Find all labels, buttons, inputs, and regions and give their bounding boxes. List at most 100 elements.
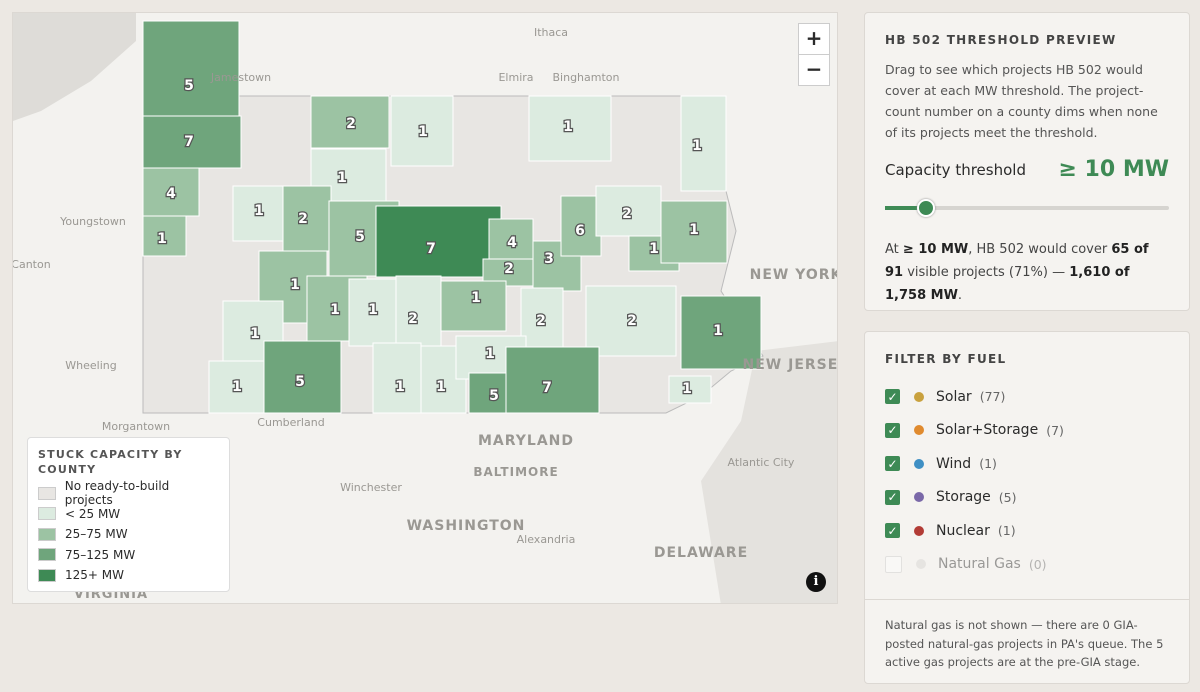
county-count: 1 <box>563 119 573 135</box>
county-count: 1 <box>649 241 659 257</box>
fuel-count: (77) <box>979 389 1006 405</box>
county <box>348 278 397 347</box>
place-label: DELAWARE <box>654 545 748 561</box>
county-count: 1 <box>471 290 481 306</box>
county-count: 2 <box>536 313 546 329</box>
place-label: Jamestown <box>210 71 271 84</box>
filter-item[interactable]: ✓ Solar+Storage (7) <box>885 414 1169 448</box>
county <box>142 20 240 117</box>
county-count: 1 <box>290 277 300 293</box>
legend-title: STUCK CAPACITY BY COUNTY <box>38 448 183 476</box>
threshold-label: Capacity threshold <box>885 160 1026 179</box>
county-count: 5 <box>355 229 365 245</box>
summary-part: , HB 502 would cover <box>968 242 1112 257</box>
fuel-count: (1) <box>979 456 997 472</box>
county-count: 1 <box>689 222 699 238</box>
fuel-dot <box>914 391 924 402</box>
county-count: 1 <box>395 379 405 395</box>
county-count: 1 <box>337 170 347 186</box>
fuel-dot <box>914 492 924 503</box>
checkbox[interactable]: ✓ <box>885 389 900 405</box>
county-count: 7 <box>184 134 194 150</box>
place-label: Alexandria <box>517 533 576 546</box>
fuel-count: (7) <box>1046 422 1064 438</box>
slider-knob[interactable] <box>917 199 935 217</box>
threshold-value: ≥ 10 MW <box>1058 157 1169 182</box>
fuel-count: (0) <box>1028 556 1047 572</box>
county-count: 1 <box>418 124 428 140</box>
filter-item[interactable]: ✓ Wind (1) <box>885 447 1169 481</box>
county-count: 2 <box>627 313 637 329</box>
summary: At ≥ 10 MW, HB 502 would cover 65 of 91 … <box>885 238 1169 307</box>
county-count: 4 <box>507 235 517 251</box>
county-count: 2 <box>298 211 308 227</box>
county <box>263 340 342 414</box>
place-label: Canton <box>13 258 51 271</box>
county-count: 1 <box>254 203 264 219</box>
checkbox[interactable]: ✓ <box>885 489 900 505</box>
map[interactable]: 5 7 2 1 1 1 1 4 1 2 5 7 1 4 2 3 6 2 1 1 1 1 1 2 1 2 2 1 1 1 5 1 1 1 5 7 1 Ith… <box>12 12 838 604</box>
county <box>505 346 600 414</box>
fuel-name: Natural Gas <box>938 556 1021 573</box>
place-label: WASHINGTON <box>407 518 526 534</box>
legend-label: 25–75 MW <box>65 527 128 542</box>
county-count: 1 <box>368 302 378 318</box>
map-canvas: 5 7 2 1 1 1 1 4 1 2 5 7 1 4 2 3 6 2 1 1 1 1 1 2 1 2 2 1 1 1 5 1 1 1 5 7 1 Ith… <box>13 13 838 603</box>
place-label: Youngstown <box>59 215 126 228</box>
panel-title: HB 502 THRESHOLD PREVIEW <box>885 33 1117 47</box>
county <box>488 218 534 260</box>
place-label: BALTIMORE <box>473 465 558 479</box>
legend-label: 125+ MW <box>65 568 124 583</box>
zoom-out[interactable]: − <box>798 54 830 86</box>
fuel-count: (5) <box>998 489 1017 505</box>
county <box>680 295 762 370</box>
zoom-in[interactable]: + <box>798 23 830 55</box>
county-count: 2 <box>622 206 632 222</box>
filter-item[interactable]: ✓ Nuclear (1) <box>885 514 1169 548</box>
county <box>142 167 200 217</box>
filter-item[interactable]: ✓ Storage (5) <box>885 481 1169 515</box>
fuel-name: Wind <box>936 455 972 472</box>
checkbox[interactable] <box>885 555 902 573</box>
fuel-name: Solar <box>936 388 972 405</box>
county <box>232 185 284 242</box>
county <box>585 285 677 357</box>
legend-label: < 25 MW <box>65 506 121 521</box>
filter-item[interactable]: Natural Gas (0) <box>885 548 1169 582</box>
county-count: 5 <box>295 374 305 390</box>
legend-item: 75–125 MW <box>38 545 219 566</box>
legend-swatch <box>38 527 56 541</box>
filter-item[interactable]: ✓ Solar (77) <box>885 380 1169 414</box>
ocean <box>701 341 837 603</box>
checkbox[interactable]: ✓ <box>885 456 900 472</box>
filter-panel: FILTER BY FUEL ✓ Solar (77) ✓ Solar+Storage (… <box>864 331 1190 684</box>
county <box>372 342 422 414</box>
place-label: Binghamton <box>553 71 620 84</box>
fuel-name: Nuclear <box>936 522 990 539</box>
county-count: 1 <box>692 138 702 154</box>
legend-item: 25–75 MW <box>38 524 219 545</box>
panel-title: FILTER BY FUEL <box>885 352 1007 366</box>
place-label: Cumberland <box>257 416 324 429</box>
legend-swatch <box>38 568 56 582</box>
checkbox[interactable]: ✓ <box>885 422 900 438</box>
county-count: 2 <box>346 116 356 132</box>
county <box>680 95 727 192</box>
fuel-name: Storage <box>936 489 991 506</box>
info-button[interactable]: i <box>806 572 826 592</box>
county <box>282 185 332 252</box>
county <box>208 360 266 414</box>
place-label: Wheeling <box>65 359 116 372</box>
county-count: 2 <box>408 311 418 327</box>
county <box>668 375 712 404</box>
note: Natural gas is not shown — there are 0 G… <box>865 599 1189 672</box>
legend-item: < 25 MW <box>38 504 219 525</box>
legend-swatch <box>38 507 56 521</box>
place-label: NEW YORK <box>750 267 838 283</box>
checkbox[interactable]: ✓ <box>885 523 900 539</box>
county-count: 1 <box>250 326 260 342</box>
county <box>142 215 187 257</box>
legend-item: No ready-to-build projects <box>38 479 219 507</box>
slider[interactable] <box>885 199 1169 217</box>
lake <box>13 13 136 121</box>
